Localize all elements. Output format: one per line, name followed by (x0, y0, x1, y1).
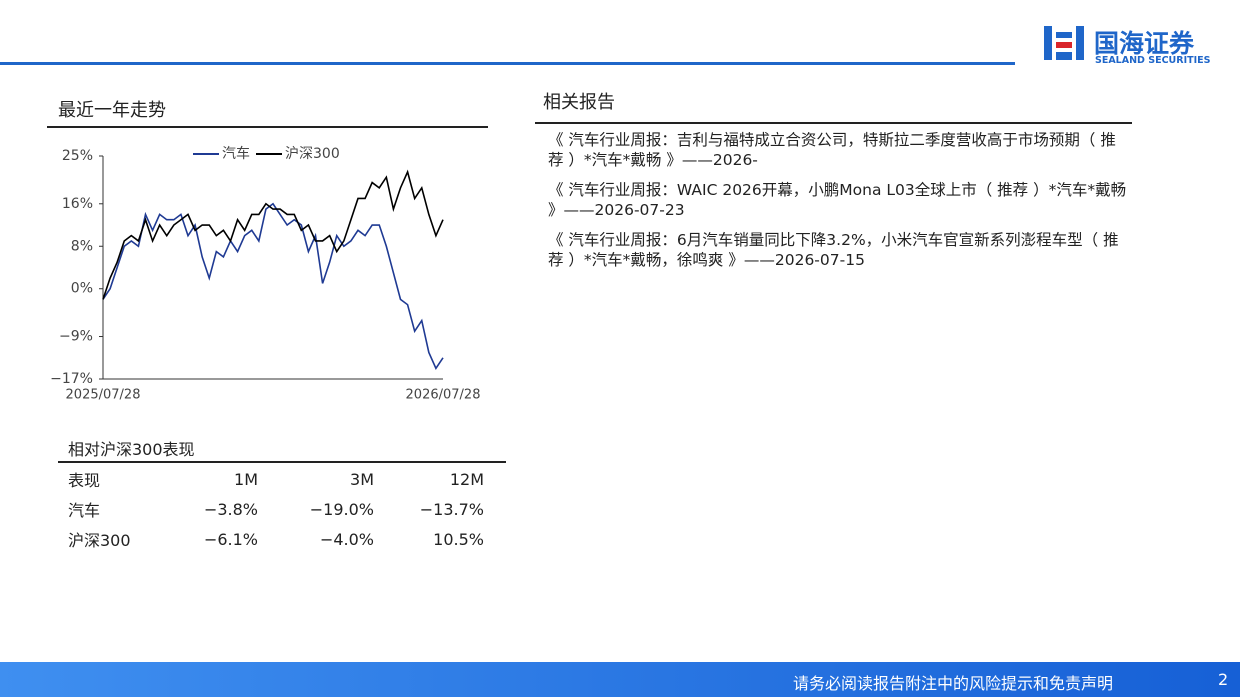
reports-title: 相关报告 (543, 92, 615, 113)
footer-disclaimer: 请务必阅读报告附注中的风险提示和免责声明 (793, 674, 1114, 693)
x-tick-label: 2025/07/28 (66, 388, 141, 403)
table-cell: 汽车 (68, 501, 101, 520)
page-number: 2 (1218, 670, 1229, 689)
series-line (102, 169, 444, 300)
trend-title: 最近一年走势 (58, 100, 166, 121)
table-header: 表现 (68, 471, 101, 490)
y-tick-label: 8% (71, 238, 93, 254)
reports-rule (535, 122, 1132, 124)
table-header: 1M (234, 469, 258, 489)
table-cell: 10.5% (433, 529, 484, 549)
logo-icon (1044, 26, 1084, 60)
series-line (102, 202, 444, 371)
y-tick-label: −17% (50, 371, 93, 387)
chart: 25% 16% 8% 0% −9% −17%2025/07/28 2026/07/28 汽车 沪… (50, 145, 481, 403)
trend-rule (47, 126, 488, 128)
report-item: 《 汽车行业周报：6月汽车销量同比下降3.2%，小米汽车官宣新系列澎程车型（ 推… (548, 231, 1119, 269)
table-header: 3M (350, 469, 374, 489)
table-cell: −6.1% (203, 529, 258, 549)
reports-list: 《 汽车行业周报：吉利与福特成立合资公司，特斯拉二季度营收高于市场预期（ 推荐 … (548, 130, 1128, 280)
report-item: 《 汽车行业周报：吉利与福特成立合资公司，特斯拉二季度营收高于市场预期（ 推荐 … (548, 131, 1116, 169)
table-cell: 沪深300 (68, 531, 131, 550)
y-tick-label: 0% (71, 281, 93, 297)
table-cell: −3.8% (203, 499, 258, 519)
table-title: 相对沪深300表现 (68, 440, 195, 459)
y-tick-label: 16% (62, 196, 93, 212)
legend-label: 汽车 (222, 145, 250, 162)
logo-en: SEALAND SECURITIES (1095, 55, 1211, 66)
table-cell: −19.0% (309, 499, 374, 519)
perf-table: 表现 1M 3M 12M 汽车 −3.8% −19.0% −13.7% 沪深300 −6.1%… (68, 464, 484, 554)
header-rule (0, 62, 1015, 65)
y-tick-label: −9% (59, 329, 93, 345)
legend-label: 沪深300 (285, 146, 340, 162)
table-rule (58, 461, 506, 463)
table-cell: −4.0% (319, 529, 374, 549)
logo-cn: 国海证券 (1094, 29, 1195, 58)
footer-bar (0, 662, 1240, 697)
x-tick-label: 2026/07/28 (406, 388, 481, 403)
table-header: 12M (449, 469, 484, 489)
table-cell: −13.7% (419, 499, 484, 519)
report-item: 《 汽车行业周报：WAIC 2026开幕，小鹏Mona L03全球上市（ 推荐 … (548, 181, 1127, 219)
y-tick-label: 25% (62, 148, 93, 164)
